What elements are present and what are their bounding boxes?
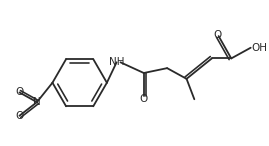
Text: O: O xyxy=(15,111,24,121)
Text: O: O xyxy=(214,30,222,40)
Text: N: N xyxy=(33,97,41,107)
Text: O: O xyxy=(15,87,24,97)
Text: NH: NH xyxy=(109,57,124,67)
Text: O: O xyxy=(140,94,148,104)
Text: OH: OH xyxy=(252,43,268,53)
